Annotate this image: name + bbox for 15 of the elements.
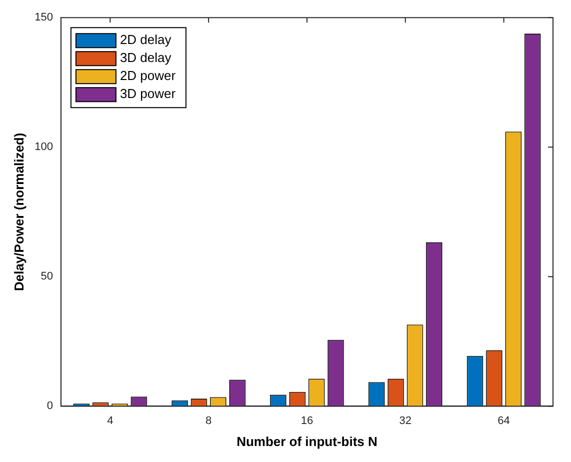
x-axis-title: Number of input-bits N — [236, 434, 378, 449]
y-axis-title: Delay/Power (normalized) — [11, 132, 26, 292]
x-tick-label: 64 — [498, 414, 510, 427]
legend-label: 3D delay — [120, 50, 172, 66]
y-tick-label: 100 — [34, 141, 53, 154]
x-tick-label: 16 — [300, 414, 314, 427]
x-tick-label: 8 — [206, 414, 212, 427]
legend-label: 3D power — [120, 86, 176, 102]
legend-label: 2D delay — [120, 32, 172, 48]
x-tick-label: 4 — [107, 414, 114, 427]
y-tick-label: 50 — [40, 270, 53, 283]
legend-label: 2D power — [120, 68, 176, 84]
y-tick-label: 0 — [46, 400, 53, 412]
x-tick-label: 32 — [399, 414, 412, 427]
y-tick-label: 150 — [34, 12, 53, 24]
